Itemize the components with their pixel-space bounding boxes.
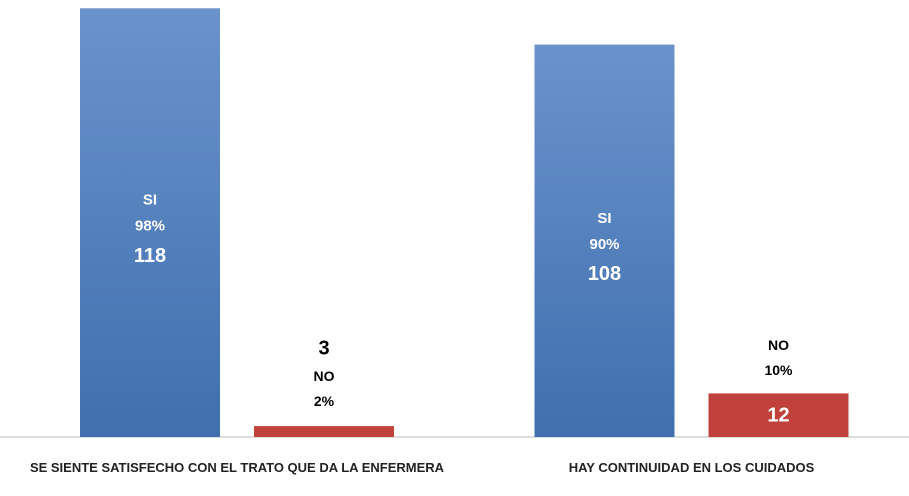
percent-label: 10%	[764, 362, 793, 378]
value-label: 12	[767, 404, 789, 426]
series-label: SI	[143, 192, 157, 209]
category-label: HAY CONTINUIDAD EN LOS CUIDADOS	[568, 460, 815, 475]
value-label: 118	[134, 245, 166, 267]
bar	[534, 44, 675, 437]
bar	[80, 8, 220, 438]
series-label: NO	[768, 337, 789, 353]
value-label: 3	[318, 337, 329, 359]
category-label: SE SIENTE SATISFECHO CON EL TRATO QUE DA…	[29, 460, 445, 475]
percent-label: 2%	[314, 393, 335, 409]
series-label: NO	[314, 368, 335, 384]
value-label: 108	[588, 263, 621, 285]
bar	[254, 426, 394, 437]
percent-label: 98%	[135, 218, 165, 235]
bar	[708, 393, 849, 437]
percent-label: 90%	[589, 236, 619, 253]
series-label: SI	[597, 210, 611, 227]
